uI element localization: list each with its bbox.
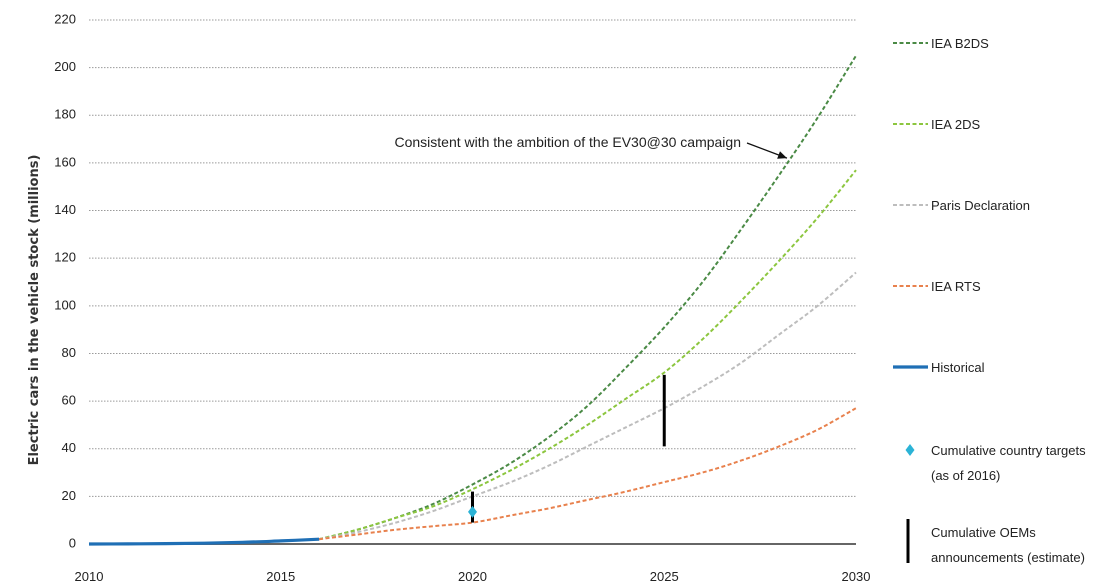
legend: IEA B2DS IEA 2DS Paris Declaration IEA RTS H… [893,36,1086,565]
x-tick-label: 2015 [266,569,295,584]
y-tick-label: 60 [62,393,76,408]
y-tick-label: 80 [62,345,76,360]
legend-item: IEA RTS [893,279,981,294]
legend-item: Paris Declaration [893,198,1030,213]
y-tick-label: 220 [54,11,76,26]
legend-label: Cumulative OEMs [931,525,1036,540]
legend-label: IEA B2DS [931,36,989,51]
annotation-text: Consistent with the ambition of the EV30… [394,134,741,150]
series-line-iea-rts [318,407,857,541]
x-tick-label: 2010 [75,569,104,584]
grid-lines [89,19,856,545]
legend-label: Cumulative country targets [931,443,1086,458]
legend-label: IEA 2DS [931,117,980,132]
campaign-annotation: Consistent with the ambition of the EV30… [394,134,788,159]
legend-label: IEA RTS [931,279,981,294]
y-axis-ticks: 0 20 40 60 80 100 120 140 160 180 200 220 [54,11,76,550]
y-tick-label: 180 [54,107,76,122]
legend-label: Historical [931,360,985,375]
y-tick-label: 120 [54,250,76,265]
series-line-paris-declaration [318,271,857,541]
annotation-arrowhead [777,151,787,159]
y-tick-label: 200 [54,59,76,74]
x-tick-label: 2025 [650,569,679,584]
y-tick-label: 20 [62,488,76,503]
legend-item: Historical [893,360,985,375]
series-line-iea-b2ds [318,55,857,541]
x-tick-label: 2030 [842,569,871,584]
legend-item: IEA B2DS [893,36,989,51]
legend-item: IEA 2DS [893,117,980,132]
y-tick-label: 160 [54,154,76,169]
legend-label-line2: announcements (estimate) [931,550,1085,565]
x-tick-label: 2020 [458,569,487,584]
x-axis-ticks: 2010 2015 2020 2025 2030 [75,569,871,584]
country-target-marker [468,505,477,518]
series-line-historical [88,537,320,546]
series-line-iea-2ds [318,169,857,541]
legend-item: Cumulative country targets (as of 2016) [905,443,1086,483]
y-tick-label: 0 [69,535,76,550]
legend-label-line2: (as of 2016) [931,468,1000,483]
y-tick-label: 40 [62,440,76,455]
y-tick-label: 100 [54,297,76,312]
legend-label: Paris Declaration [931,198,1030,213]
legend-item: Cumulative OEMs announcements (estimate) [906,519,1085,565]
legend-swatch-diamond [905,444,915,456]
y-axis-label: Electric cars in the vehicle stock (mill… [27,155,42,466]
y-tick-label: 140 [54,202,76,217]
series-lines [88,55,857,546]
country-target-markers [468,505,477,518]
